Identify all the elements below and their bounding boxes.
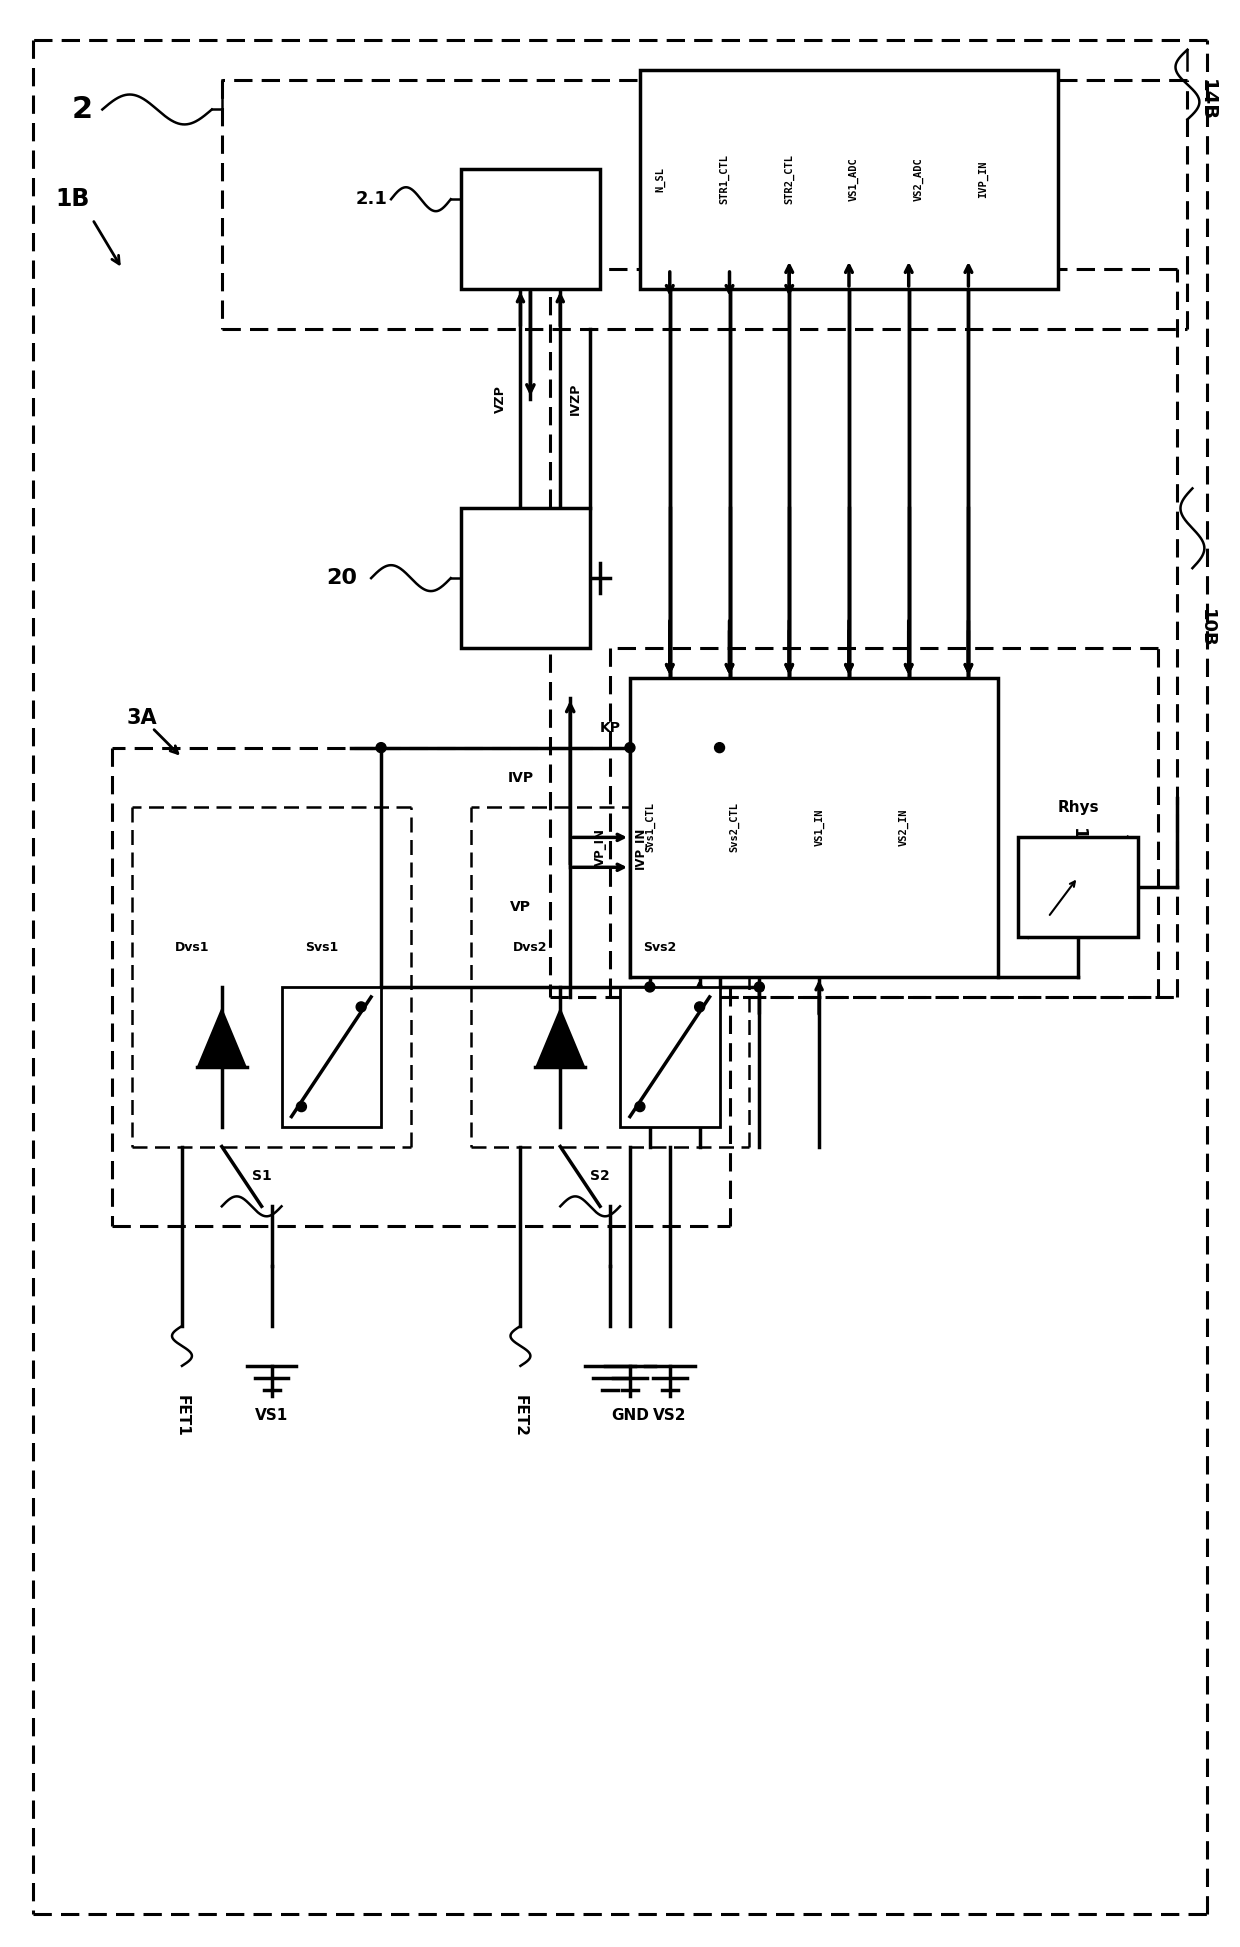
Polygon shape [197,1007,247,1067]
Text: S2: S2 [590,1170,610,1184]
Text: VS1_ADC: VS1_ADC [849,158,859,201]
Text: VP: VP [510,900,531,915]
Circle shape [694,1003,704,1012]
Text: KP: KP [600,720,620,734]
Bar [461,169,600,288]
Text: VS2_ADC: VS2_ADC [914,158,924,201]
Text: Svs2_CTL: Svs2_CTL [729,802,739,853]
Text: IVZP: IVZP [569,382,582,415]
Circle shape [645,981,655,991]
Text: FET1: FET1 [175,1394,190,1437]
Text: VS1: VS1 [255,1408,288,1423]
Circle shape [296,1102,306,1112]
Text: VZP: VZP [494,386,507,413]
Bar [640,70,1058,288]
Text: STR2_CTL: STR2_CTL [784,154,795,204]
Text: VS2_IN: VS2_IN [899,808,909,847]
Circle shape [376,742,386,753]
Circle shape [714,742,724,753]
Text: N_SL: N_SL [655,167,665,191]
Text: VP_IN: VP_IN [594,827,606,866]
Text: 2: 2 [72,95,93,125]
Circle shape [356,1003,366,1012]
Bar [630,678,998,977]
Bar [1018,837,1137,937]
Text: Svs1: Svs1 [305,940,339,954]
Text: S1: S1 [252,1170,272,1184]
Circle shape [635,1102,645,1112]
Bar [461,508,590,648]
Circle shape [754,981,764,991]
Text: 12B: 12B [1069,827,1087,866]
Text: STR1_CTL: STR1_CTL [719,154,729,204]
Bar [620,987,719,1127]
Text: VS2: VS2 [653,1408,687,1423]
Text: Rhys: Rhys [1058,800,1099,816]
Text: 10B: 10B [1198,609,1216,646]
Text: VS1_IN: VS1_IN [813,808,825,847]
Text: IVP_IN: IVP_IN [978,160,988,199]
Text: IVP: IVP [507,771,533,785]
Text: Svs2: Svs2 [644,940,677,954]
Circle shape [625,742,635,753]
Text: Svs1_CTL: Svs1_CTL [645,802,655,853]
Text: Dvs2: Dvs2 [513,940,548,954]
Text: IVP_IN: IVP_IN [634,826,646,868]
Text: 20: 20 [326,569,357,588]
Text: 2.1: 2.1 [355,191,387,208]
Bar [281,987,381,1127]
Text: 1B: 1B [56,187,89,210]
Text: FET2: FET2 [513,1394,528,1437]
Text: 14B: 14B [1198,78,1216,121]
Text: GND: GND [611,1408,649,1423]
Polygon shape [536,1007,585,1067]
Text: Dvs1: Dvs1 [175,940,210,954]
Text: 3A: 3A [126,707,157,728]
